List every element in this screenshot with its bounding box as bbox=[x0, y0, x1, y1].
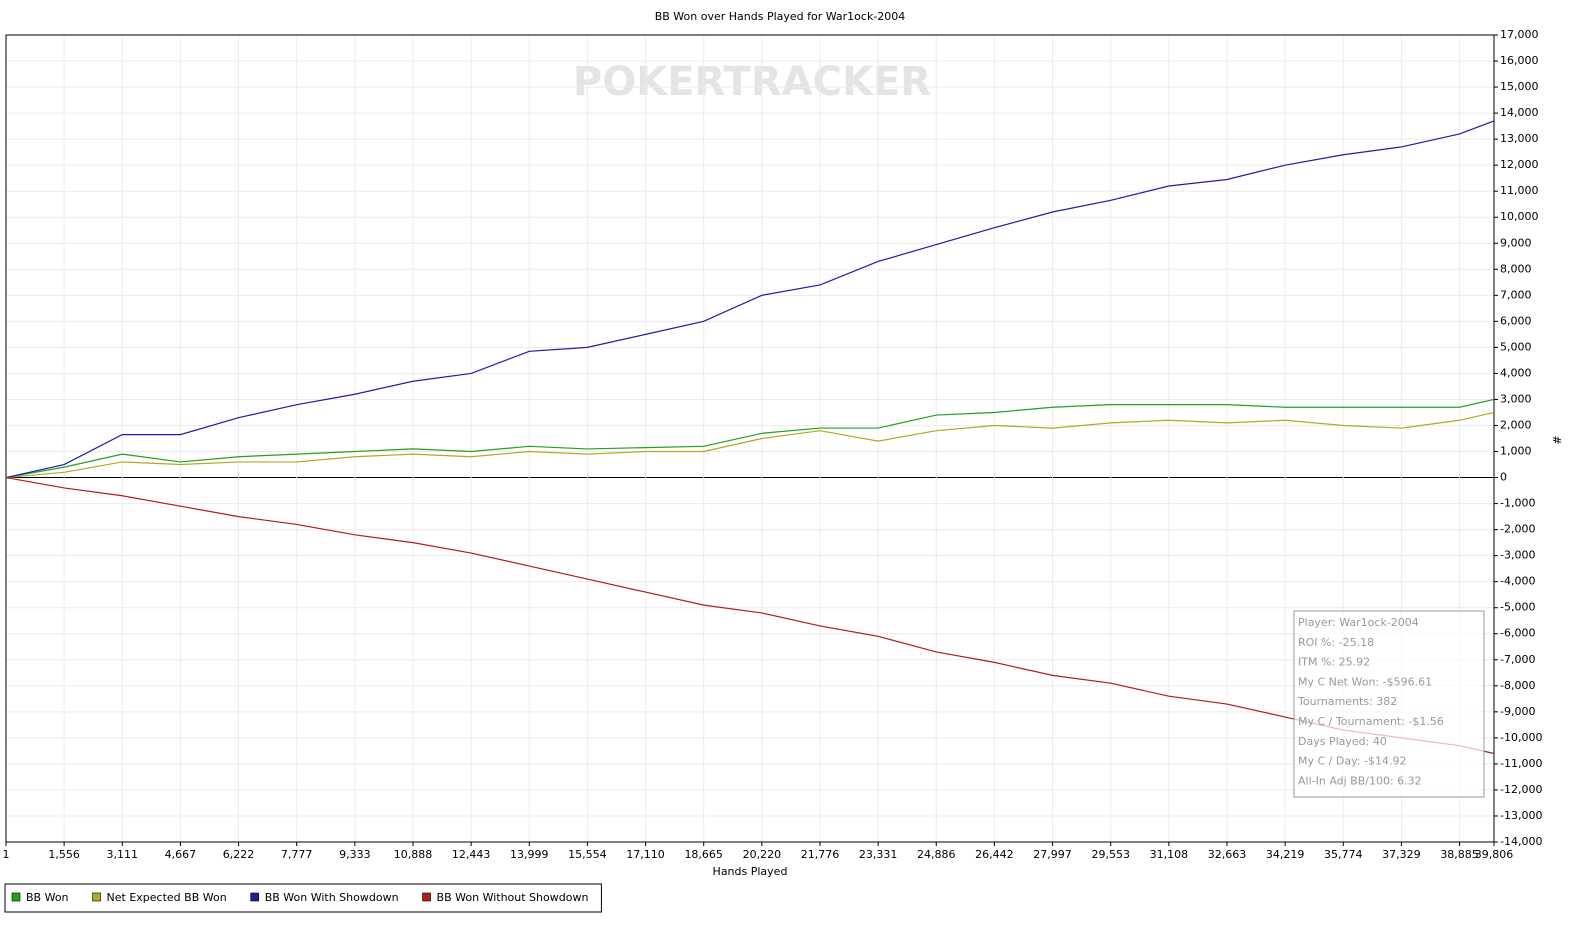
plot-frame bbox=[5, 34, 1495, 843]
y-tick-label: -2,000 bbox=[1500, 523, 1535, 536]
x-tick-label: 31,108 bbox=[1150, 848, 1189, 861]
y-tick-label: 16,000 bbox=[1500, 54, 1539, 67]
series-line bbox=[5, 120, 1495, 479]
y-tick-label: 2,000 bbox=[1500, 418, 1532, 431]
y-tick-label: 6,000 bbox=[1500, 314, 1532, 327]
info-line: Days Played: 40 bbox=[1298, 735, 1387, 748]
y-tick-label: 13,000 bbox=[1500, 132, 1539, 145]
y-tick-label: -7,000 bbox=[1500, 653, 1535, 666]
x-tick-label: 15,554 bbox=[568, 848, 607, 861]
y-tick-label: 12,000 bbox=[1500, 158, 1539, 171]
legend: BB Won Net Expected BB Won BB Won With Sho… bbox=[4, 883, 602, 913]
x-tick-label: 39,806 bbox=[1475, 848, 1514, 861]
y-tick-label: 14,000 bbox=[1500, 106, 1539, 119]
legend-frame bbox=[4, 883, 602, 913]
y-tick-label: -9,000 bbox=[1500, 705, 1535, 718]
y-tick-label: -1,000 bbox=[1500, 497, 1535, 510]
x-tick-label: 23,331 bbox=[859, 848, 898, 861]
info-line: Player: War1ock-2004 bbox=[1298, 616, 1419, 629]
x-tick-label: 38,885 bbox=[1440, 848, 1479, 861]
y-tick-label: 9,000 bbox=[1500, 236, 1532, 249]
y-tick-label: -13,000 bbox=[1500, 809, 1542, 822]
series-line bbox=[5, 411, 1495, 479]
y-axis-label: # bbox=[1550, 435, 1563, 444]
watermark: POKERTRACKER bbox=[573, 59, 931, 105]
y-tick-label: 4,000 bbox=[1500, 366, 1532, 379]
x-tick-label: 32,663 bbox=[1208, 848, 1247, 861]
legend-label: BB Won bbox=[26, 891, 69, 904]
x-tick-label: 1,556 bbox=[48, 848, 80, 861]
info-box bbox=[1293, 610, 1485, 798]
y-tick-label: 0 bbox=[1500, 471, 1507, 484]
x-tick-label: 1 bbox=[3, 848, 10, 861]
y-tick-label: -3,000 bbox=[1500, 549, 1535, 562]
y-tick-label: 10,000 bbox=[1500, 210, 1539, 223]
chart-title: BB Won over Hands Played for War1ock-200… bbox=[655, 10, 906, 23]
series-line bbox=[5, 398, 1495, 479]
info-line: My C / Day: -$14.92 bbox=[1298, 755, 1406, 768]
y-tick-label: -11,000 bbox=[1500, 757, 1542, 770]
x-tick-label: 24,886 bbox=[917, 848, 956, 861]
info-line: My C / Tournament: -$1.56 bbox=[1298, 715, 1444, 728]
legend-swatch bbox=[250, 892, 259, 902]
x-tick-label: 3,111 bbox=[107, 848, 139, 861]
y-tick-label: 8,000 bbox=[1500, 262, 1532, 275]
info-line: All-In Adj BB/100: 6.32 bbox=[1298, 774, 1422, 787]
x-tick-label: 26,442 bbox=[975, 848, 1014, 861]
x-tick-label: 9,333 bbox=[339, 848, 371, 861]
series-line bbox=[5, 476, 1495, 755]
y-tick-label: 7,000 bbox=[1500, 288, 1532, 301]
legend-label: Net Expected BB Won bbox=[107, 891, 227, 904]
y-tick-label: -8,000 bbox=[1500, 679, 1535, 692]
legend-label: BB Won With Showdown bbox=[265, 891, 399, 904]
legend-swatch bbox=[422, 892, 431, 902]
info-line: ITM %: 25.92 bbox=[1298, 656, 1370, 669]
y-tick-label: -14,000 bbox=[1500, 835, 1542, 848]
info-line: Tournaments: 382 bbox=[1297, 695, 1397, 708]
x-tick-label: 34,219 bbox=[1266, 848, 1305, 861]
info-line: ROI %: -25.18 bbox=[1298, 636, 1374, 649]
x-tick-label: 29,553 bbox=[1091, 848, 1130, 861]
legend-swatch bbox=[11, 892, 21, 902]
y-tick-label: 1,000 bbox=[1500, 445, 1532, 458]
y-tick-label: 17,000 bbox=[1500, 28, 1539, 41]
y-tick-label: 5,000 bbox=[1500, 340, 1532, 353]
y-tick-label: 3,000 bbox=[1500, 392, 1532, 405]
x-tick-label: 37,329 bbox=[1382, 848, 1421, 861]
x-tick-label: 17,110 bbox=[626, 848, 665, 861]
y-tick-label: 11,000 bbox=[1500, 184, 1539, 197]
y-tick-label: -10,000 bbox=[1500, 731, 1542, 744]
x-tick-label: 21,776 bbox=[801, 848, 840, 861]
x-tick-label: 13,999 bbox=[510, 848, 549, 861]
x-tick-label: 35,774 bbox=[1324, 848, 1363, 861]
x-tick-label: 6,222 bbox=[223, 848, 255, 861]
y-tick-label: -12,000 bbox=[1500, 783, 1542, 796]
y-tick-label: -4,000 bbox=[1500, 575, 1535, 588]
y-tick-label: -6,000 bbox=[1500, 627, 1535, 640]
x-tick-label: 12,443 bbox=[452, 848, 491, 861]
x-tick-label: 27,997 bbox=[1033, 848, 1072, 861]
x-axis-label: Hands Played bbox=[713, 865, 788, 878]
y-tick-label: 15,000 bbox=[1500, 80, 1539, 93]
x-tick-label: 10,888 bbox=[394, 848, 433, 861]
legend-swatch bbox=[92, 892, 101, 902]
x-tick-label: 7,777 bbox=[281, 848, 313, 861]
y-tick-label: -5,000 bbox=[1500, 601, 1535, 614]
legend-label: BB Won Without Showdown bbox=[437, 891, 589, 904]
x-tick-label: 4,667 bbox=[165, 848, 197, 861]
info-line: My C Net Won: -$596.61 bbox=[1298, 675, 1432, 688]
x-tick-label: 18,665 bbox=[684, 848, 723, 861]
x-tick-label: 20,220 bbox=[743, 848, 782, 861]
